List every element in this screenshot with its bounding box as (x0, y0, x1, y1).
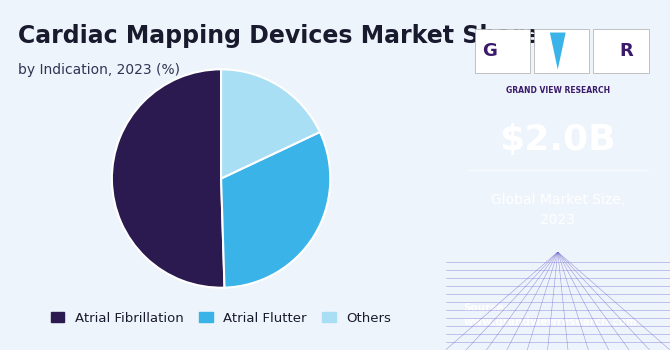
Text: $2.0B: $2.0B (499, 123, 616, 157)
Legend: Atrial Fibrillation, Atrial Flutter, Others: Atrial Fibrillation, Atrial Flutter, Oth… (46, 307, 397, 330)
Text: R: R (619, 42, 633, 60)
Polygon shape (550, 33, 565, 70)
Text: by Indication, 2023 (%): by Indication, 2023 (%) (18, 63, 180, 77)
FancyBboxPatch shape (475, 29, 530, 74)
FancyBboxPatch shape (594, 29, 649, 74)
FancyBboxPatch shape (534, 29, 590, 74)
Text: GRAND VIEW RESEARCH: GRAND VIEW RESEARCH (506, 86, 610, 95)
Text: Cardiac Mapping Devices Market Share: Cardiac Mapping Devices Market Share (18, 25, 539, 49)
Wedge shape (112, 69, 224, 288)
Wedge shape (221, 132, 330, 288)
Text: G: G (482, 42, 497, 60)
Text: Source:
www.grandviewresearch.com: Source: www.grandviewresearch.com (464, 303, 637, 327)
Text: Global Market Size,
2023: Global Market Size, 2023 (490, 193, 625, 227)
Wedge shape (221, 69, 320, 178)
